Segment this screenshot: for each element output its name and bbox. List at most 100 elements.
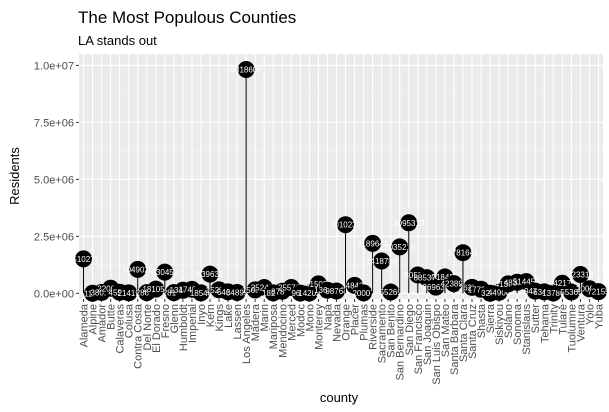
data-label: 181058 [142,285,169,294]
data-point [355,284,373,302]
data-label: 94737 [524,287,547,296]
x-tick-label: Santa Cruz [467,304,479,359]
data-label: 45578 [109,288,132,297]
x-axis-title: county [320,390,359,405]
y-tick-label: 0.0e+00 [34,288,74,300]
data-label: 1049025 [122,265,154,274]
x-tick-label: San Luis Obispo [431,304,443,385]
data-label: 3240 [481,289,499,298]
x-tick-label: Madera [250,303,262,341]
x-tick-label: Imperial [187,304,199,343]
data-point [237,61,255,79]
x-tick-label: San Bernardino [395,304,407,380]
data-label: 134623 [170,286,197,295]
x-tick-label: Lassen [232,304,244,339]
data-label: 38091 [90,288,113,297]
data-point [391,238,409,256]
x-tick-label: Solano [503,304,515,338]
data-label: 1510271 [68,255,100,264]
data-label: 1418788 [366,257,398,266]
data-label: 34895 [226,289,249,298]
data-point [201,265,219,283]
x-tick-label: Stanislaus [521,304,533,355]
x-tick-label: Lake [223,304,235,328]
y-tick-label: 5.0e+06 [34,174,74,186]
data-label: 348432 [341,281,368,290]
data-label: 262382 [459,283,486,292]
data-label: 21419 [118,289,141,298]
data-label: 255793 [278,283,305,292]
x-tick-label: Plumas [359,304,371,341]
x-tick-label: Inyo [196,304,208,325]
data-point [382,283,400,301]
x-tick-label: Placer [350,304,362,336]
data-label: 28610 [136,289,159,298]
data-label: 18546 [190,289,213,298]
data-label: 177223 [468,285,495,294]
data-label: 55365 [560,288,583,297]
data-point [129,260,147,278]
data-point [192,284,210,302]
x-tick-label: Tehama [539,303,551,343]
x-tick-label: El Dorado [151,304,163,353]
data-label: 2035210 [384,243,416,252]
x-tick-label: Santa Clara [458,303,470,362]
data-label: 152982 [206,286,233,295]
data-label: 55269 [380,288,403,297]
x-tick-label: Sierra [485,303,497,333]
data-point [337,216,355,234]
x-tick-label: Glenn [169,304,181,333]
data-label: 252409 [251,284,278,293]
x-tick-label: Siskiyou [494,304,506,345]
x-tick-label: Sutter [530,304,542,334]
data-label: 415057 [305,280,332,289]
x-tick-label: Los Angeles [241,304,253,364]
x-tick-label: Colusa [124,303,136,338]
x-tick-label: San Mateo [440,304,452,357]
x-tick-label: Sonoma [512,303,524,345]
data-label: 98764 [325,287,348,296]
data-label: 9686 [291,289,309,298]
x-tick-label: Butte [106,304,118,330]
data-point [327,282,345,300]
data-label: 483878 [504,278,531,287]
x-tick-label: Riverside [368,304,380,350]
x-tick-label: Del Norte [142,304,154,350]
data-label: 64665 [217,288,240,297]
x-tick-label: Alpine [88,304,100,335]
data-label: 136484 [314,286,341,295]
y-tick-label: 2.5e+06 [34,231,74,243]
data-label: 220000 [97,284,124,293]
data-label: 9818605 [231,66,263,75]
x-tick-label: Kings [214,304,226,332]
data-point [120,284,138,302]
chart-subtitle: LA stands out [78,33,157,48]
x-tick-label: Marin [259,304,271,332]
data-label: 805235 [404,271,431,280]
x-tick-label: Amador [97,304,109,343]
x-tick-label: Tuolumne [566,304,578,353]
x-tick-label: Contra Costa [133,303,145,369]
data-point [454,244,472,262]
x-tick-label: Fresno [160,304,172,338]
x-tick-label: San Francisco [413,304,425,374]
data-point [589,283,607,301]
data-label: 685306 [413,274,440,283]
data-label: 413344 [495,280,522,289]
x-tick-label: Merced [286,304,298,341]
x-tick-label: Yuba [593,303,605,329]
data-label: 718451 [432,273,459,282]
x-tick-label: Yolo [584,304,596,325]
x-tick-label: Mariposa [268,303,280,349]
x-tick-label: San Joaquin [422,304,434,365]
x-tick-label: Kern [205,304,217,327]
data-point [400,214,418,232]
data-label: 3010232 [330,221,362,230]
data-label: 839631 [197,270,224,279]
data-label: 514453 [513,278,540,287]
x-tick-label: Mendocino [277,304,289,358]
data-point [156,263,174,281]
data-label: 3095313 [393,219,425,228]
